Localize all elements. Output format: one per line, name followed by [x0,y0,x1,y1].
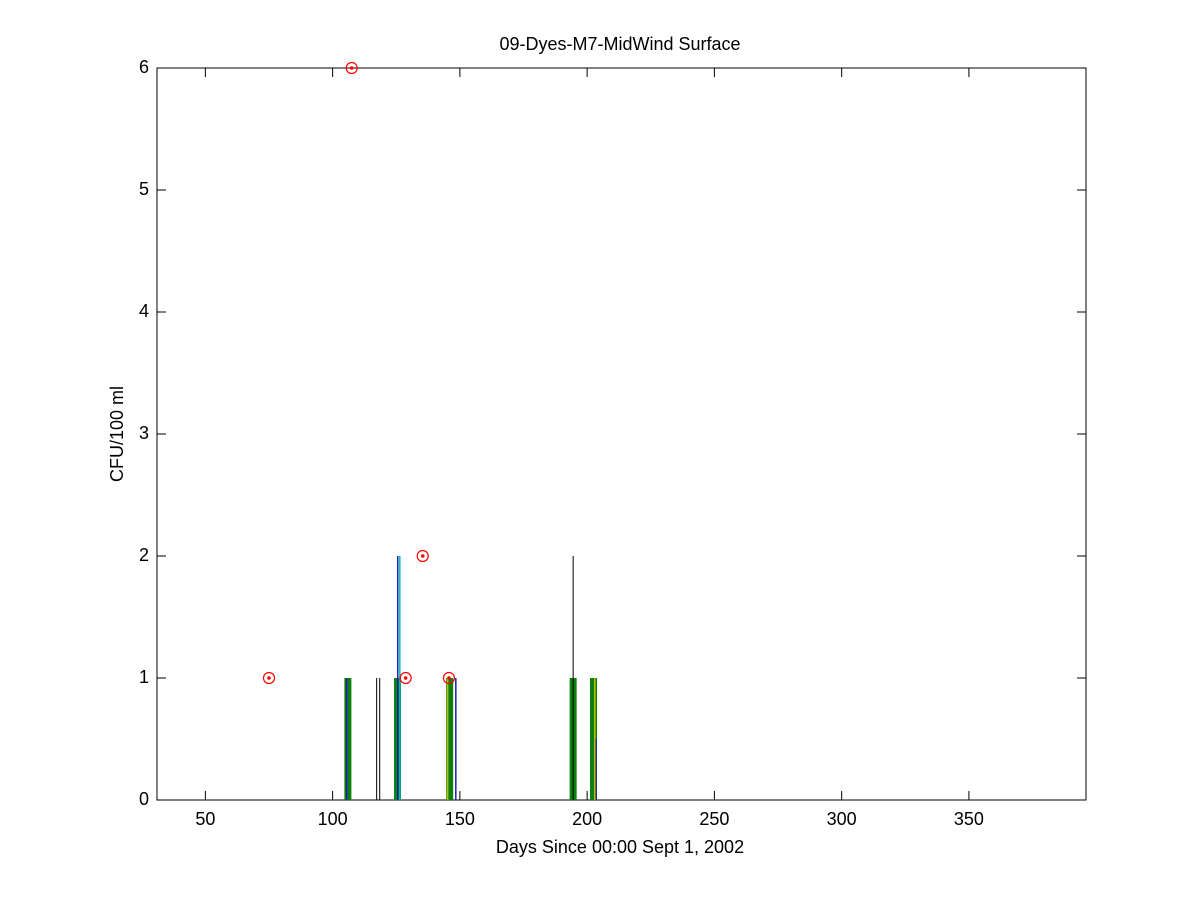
y-tick-label: 3 [139,423,149,443]
y-axis-label: CFU/100 ml [107,386,127,482]
marker [416,549,429,563]
x-tick-label: 50 [195,809,215,829]
x-tick-label: 300 [827,809,857,829]
chart-title: 09-Dyes-M7-MidWind Surface [499,34,740,54]
y-tick-label: 2 [139,545,149,565]
x-tick-label: 350 [954,809,984,829]
plot-frame [156,67,1087,801]
marker-dot [267,676,271,680]
marker-ring [399,671,412,685]
marker [345,61,358,75]
y-tick-label: 0 [139,789,149,809]
y-tick-label: 4 [139,301,149,321]
x-tick-label: 250 [699,809,729,829]
marker [442,671,456,685]
marker-dot [349,66,354,70]
marker-ring [262,671,276,685]
marker-dot [403,676,408,680]
marker-ring [442,671,456,685]
y-tick-label: 6 [139,57,149,77]
x-tick-label: 200 [572,809,602,829]
marker [399,671,412,685]
marker-dot [420,554,425,558]
x-tick-label: 150 [445,809,475,829]
x-tick-label: 100 [318,809,348,829]
marker-dot [447,676,451,680]
x-axis-label: Days Since 00:00 Sept 1, 2002 [496,837,744,857]
marker [262,671,276,685]
marker-ring [345,61,358,75]
y-tick-label: 5 [139,179,149,199]
y-tick-label: 1 [139,667,149,687]
marker-ring [416,549,429,563]
